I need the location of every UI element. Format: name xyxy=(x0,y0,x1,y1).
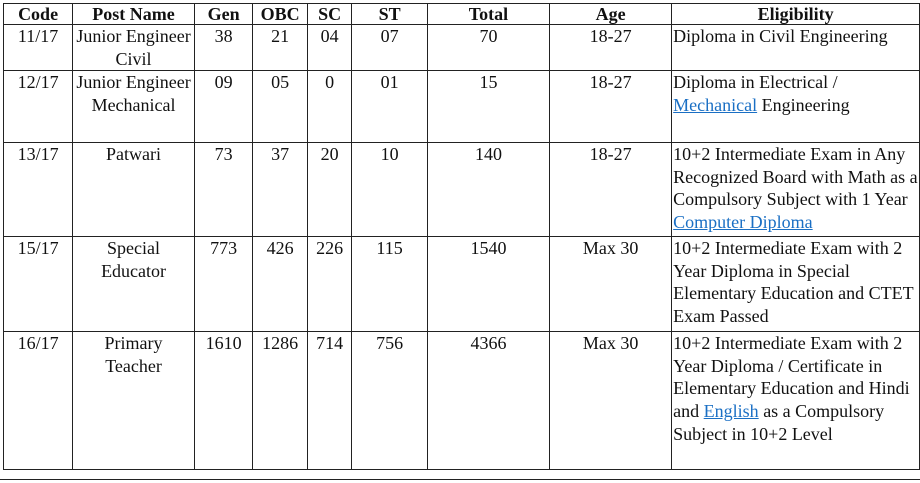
cell-gen: 73 xyxy=(193,142,254,238)
col-header-code: Code xyxy=(2,3,74,25)
eligibility-text: 10+2 Intermediate Exam with 2 Year Diplo… xyxy=(673,333,910,421)
english-link[interactable]: English xyxy=(703,400,759,421)
cell-gen: 1610 xyxy=(193,331,254,471)
table-row: 15/17 Special Educator 773 426 226 115 1… xyxy=(2,236,920,333)
cell-total: 140 xyxy=(426,142,551,238)
cell-age: 18-27 xyxy=(549,70,673,144)
cell-sc: 20 xyxy=(306,142,353,238)
cell-obc: 1286 xyxy=(252,331,308,471)
cell-sc: 714 xyxy=(306,331,353,471)
cell-age: 18-27 xyxy=(549,23,673,72)
col-header-sc: SC xyxy=(306,3,353,25)
col-header-age: Age xyxy=(549,3,673,25)
cell-eligibility: 10+2 Intermediate Exam in Any Recognized… xyxy=(671,142,920,238)
cell-eligibility: Diploma in Electrical / Mechanical Engin… xyxy=(671,70,920,144)
cell-obc: 426 xyxy=(252,236,308,333)
cell-gen: 38 xyxy=(193,23,254,72)
mechanical-link[interactable]: Mechanical xyxy=(673,94,758,115)
bottom-divider xyxy=(0,479,920,480)
cell-code: 12/17 xyxy=(2,70,74,144)
table-row: 11/17 Junior Engineer Civil 38 21 04 07 … xyxy=(2,23,920,72)
table-row: 16/17 Primary Teacher 1610 1286 714 756 … xyxy=(2,331,920,471)
computer-diploma-link[interactable]: Computer Diploma xyxy=(673,211,813,232)
cell-total: 15 xyxy=(426,70,551,144)
cell-sc: 0 xyxy=(306,70,353,144)
col-header-post-name: Post Name xyxy=(72,3,195,25)
cell-code: 15/17 xyxy=(2,236,74,333)
cell-sc: 226 xyxy=(306,236,353,333)
cell-age: Max 30 xyxy=(549,331,673,471)
cell-eligibility: Diploma in Civil Engineering xyxy=(671,23,920,72)
cell-post-name: Junior Engineer Civil xyxy=(72,23,195,72)
cell-gen: 773 xyxy=(193,236,254,333)
cell-post-name: Junior Engineer Mechanical xyxy=(72,70,195,144)
cell-total: 1540 xyxy=(426,236,551,333)
eligibility-text: Diploma in Civil Engineering xyxy=(673,26,888,46)
cell-st: 10 xyxy=(351,142,428,238)
eligibility-text-tail: as a Compulsory Subject in 10+2 Level xyxy=(673,400,885,444)
cell-eligibility: 10+2 Intermediate Exam with 2 Year Diplo… xyxy=(671,236,920,333)
table-row: 12/17 Junior Engineer Mechanical 09 05 0… xyxy=(2,70,920,144)
eligibility-text: Diploma in Electrical / xyxy=(673,72,838,93)
col-header-eligibility: Eligibility xyxy=(671,3,920,25)
cell-total: 70 xyxy=(426,23,551,72)
cell-gen: 09 xyxy=(193,70,254,144)
cell-st: 115 xyxy=(351,236,428,333)
cell-st: 01 xyxy=(351,70,428,144)
cell-st: 07 xyxy=(351,23,428,72)
cell-age: 18-27 xyxy=(549,142,673,238)
cell-age: Max 30 xyxy=(549,236,673,333)
eligibility-text: 10+2 Intermediate Exam in Any Recognized… xyxy=(673,144,918,210)
table-row: 13/17 Patwari 73 37 20 10 140 18-27 10+2… xyxy=(2,142,920,238)
cell-sc: 04 xyxy=(306,23,353,72)
cell-post-name: Primary Teacher xyxy=(72,331,195,471)
cell-code: 13/17 xyxy=(2,142,74,238)
cell-st: 756 xyxy=(351,331,428,471)
cell-obc: 21 xyxy=(252,23,308,72)
cell-code: 16/17 xyxy=(2,331,74,471)
cell-total: 4366 xyxy=(426,331,551,471)
eligibility-text: 10+2 Intermediate Exam with 2 Year Diplo… xyxy=(673,238,914,326)
vacancy-table: Code Post Name Gen OBC SC ST Total Age E… xyxy=(2,3,920,471)
cell-eligibility: 10+2 Intermediate Exam with 2 Year Diplo… xyxy=(671,331,920,471)
col-header-obc: OBC xyxy=(252,3,308,25)
cell-obc: 05 xyxy=(252,70,308,144)
col-header-gen: Gen xyxy=(193,3,254,25)
cell-post-name: Patwari xyxy=(72,142,195,238)
eligibility-text-tail: Engineering xyxy=(757,94,850,115)
header-row: Code Post Name Gen OBC SC ST Total Age E… xyxy=(2,3,920,25)
cell-obc: 37 xyxy=(252,142,308,238)
cell-post-name: Special Educator xyxy=(72,236,195,333)
cell-code: 11/17 xyxy=(2,23,74,72)
col-header-st: ST xyxy=(351,3,428,25)
col-header-total: Total xyxy=(426,3,551,25)
